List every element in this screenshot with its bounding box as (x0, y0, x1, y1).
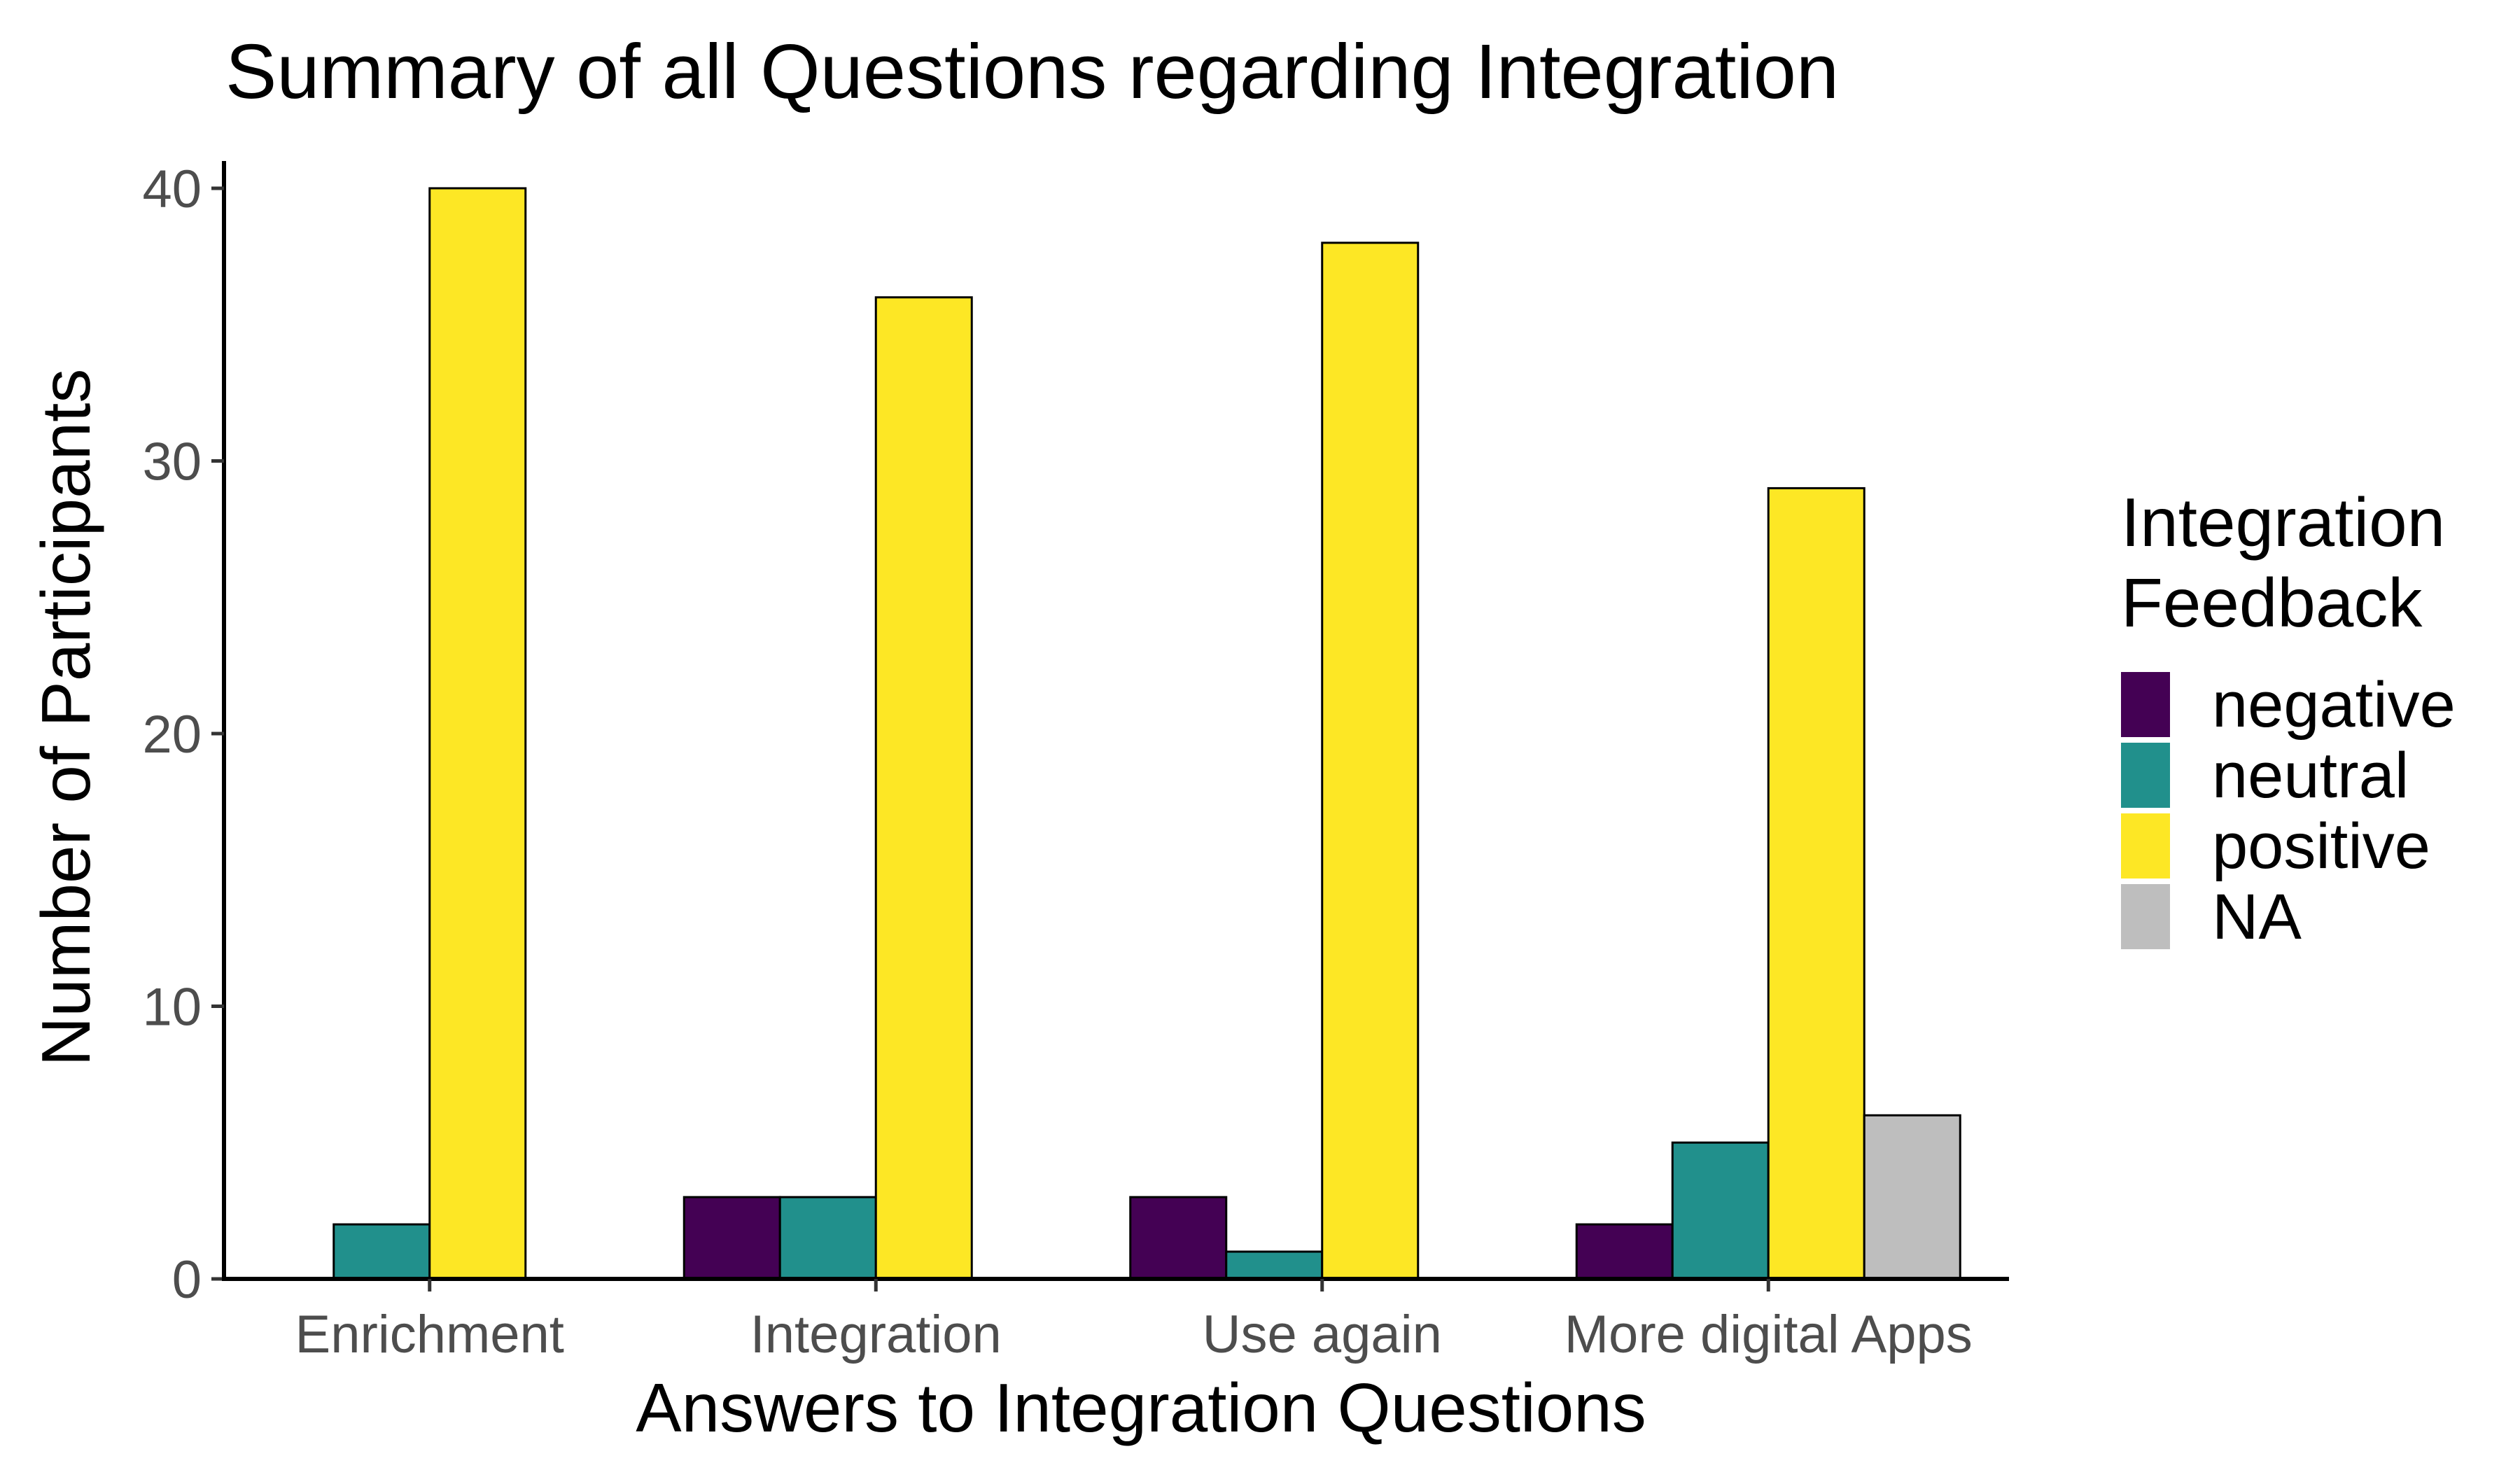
x-axis-title: Answers to Integration Questions (636, 1369, 1646, 1446)
bar-negative-more-digital-apps (1575, 1223, 1674, 1280)
x-tick-label-integration: Integration (750, 1305, 1002, 1364)
legend-key-na (2121, 884, 2170, 949)
bars-group (332, 187, 1961, 1280)
bar-neutral-use-again (1225, 1250, 1324, 1280)
x-tick-label-use-again: Use again (1203, 1305, 1442, 1364)
y-tick-label: 10 (142, 977, 202, 1037)
bar-positive-more-digital-apps (1767, 486, 1865, 1280)
y-axis: 0 10 20 30 40 (142, 160, 226, 1310)
bar-positive-integration (874, 296, 973, 1280)
legend-label-positive: positive (2212, 811, 2430, 882)
legend-label-na: NA (2212, 881, 2302, 953)
legend-key-neutral (2121, 743, 2170, 808)
legend-key-positive (2121, 813, 2170, 878)
x-tick-label-enrichment: Enrichment (295, 1305, 564, 1364)
bar-positive-use-again (1321, 241, 1420, 1280)
bar-negative-use-again (1129, 1196, 1228, 1280)
legend-label-neutral: neutral (2212, 740, 2409, 811)
bar-neutral-more-digital-apps (1671, 1141, 1770, 1280)
y-tick-label: 0 (172, 1250, 202, 1310)
x-tick-label-more-digital-apps: More digital Apps (1564, 1305, 1973, 1364)
bar-negative-integration (682, 1196, 781, 1280)
bar-neutral-enrichment (332, 1223, 431, 1280)
legend-key-negative (2121, 672, 2170, 737)
y-tick-label: 20 (142, 705, 202, 764)
y-tick-label: 40 (142, 160, 202, 219)
legend-title: Integration (2121, 484, 2445, 561)
x-axis: Enrichment Integration Use again More digit… (222, 1277, 2009, 1364)
chart-title: Summary of all Questions regarding Integ… (225, 29, 1839, 115)
bar-positive-enrichment (428, 187, 527, 1280)
y-axis-title: Number of Participants (27, 369, 104, 1067)
bar-na-more-digital-apps (1863, 1114, 1961, 1280)
legend-label-negative: negative (2212, 669, 2456, 741)
y-tick-label: 30 (142, 432, 202, 491)
legend-title: Feedback (2121, 564, 2423, 641)
bar-neutral-integration (778, 1196, 877, 1280)
